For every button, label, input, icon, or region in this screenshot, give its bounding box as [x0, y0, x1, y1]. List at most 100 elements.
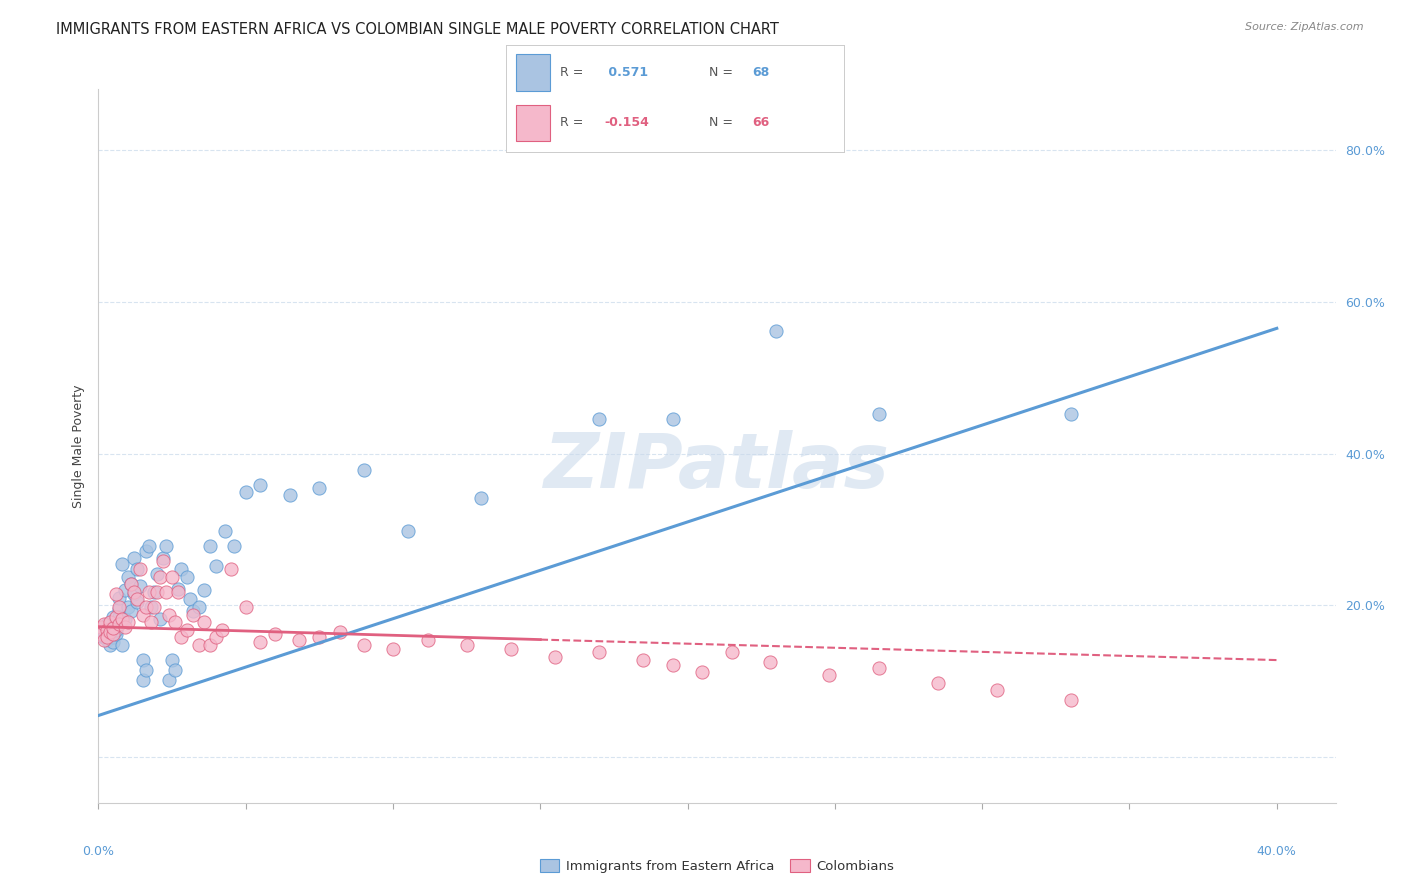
FancyBboxPatch shape — [516, 54, 550, 91]
Point — [179, 592, 201, 607]
Point — [868, 661, 890, 675]
Point — [111, 638, 134, 652]
Point — [249, 635, 271, 649]
Point — [96, 632, 118, 647]
Point — [114, 612, 136, 626]
Point — [131, 653, 153, 667]
Point — [160, 653, 183, 667]
Point — [90, 627, 112, 641]
Point — [90, 629, 112, 643]
Point — [818, 668, 841, 682]
Point — [96, 630, 118, 644]
Point — [200, 638, 222, 652]
Point — [125, 594, 148, 608]
Point — [149, 612, 172, 626]
Point — [353, 463, 375, 477]
Point — [167, 582, 190, 596]
Point — [456, 638, 478, 652]
Point — [157, 607, 180, 622]
Point — [759, 656, 782, 670]
Point — [105, 627, 128, 641]
Point — [105, 609, 128, 624]
Point — [633, 653, 655, 667]
Point — [193, 615, 215, 629]
Point — [588, 412, 610, 426]
Text: N =: N = — [709, 116, 737, 129]
Point — [499, 642, 522, 657]
Point — [187, 638, 209, 652]
Point — [544, 650, 567, 665]
Point — [765, 324, 787, 338]
Point — [125, 562, 148, 576]
Text: IMMIGRANTS FROM EASTERN AFRICA VS COLOMBIAN SINGLE MALE POVERTY CORRELATION CHAR: IMMIGRANTS FROM EASTERN AFRICA VS COLOMB… — [56, 22, 779, 37]
Point — [308, 630, 330, 644]
Text: 0.0%: 0.0% — [83, 845, 114, 857]
Point — [128, 579, 150, 593]
Point — [214, 524, 236, 538]
Point — [93, 632, 115, 647]
Point — [96, 627, 118, 641]
Point — [141, 599, 163, 614]
Point — [114, 620, 136, 634]
Point — [418, 632, 440, 647]
Point — [117, 569, 139, 583]
Point — [278, 488, 301, 502]
Point — [135, 543, 157, 558]
Point — [329, 625, 352, 640]
Point — [101, 630, 124, 644]
Point — [90, 620, 112, 634]
Point — [105, 587, 128, 601]
Point — [176, 623, 198, 637]
Point — [181, 605, 204, 619]
Point — [205, 630, 228, 644]
Point — [287, 632, 309, 647]
Point — [986, 683, 1008, 698]
Point — [152, 554, 174, 568]
Point — [111, 612, 134, 626]
Point — [114, 583, 136, 598]
Point — [122, 587, 145, 601]
Point — [264, 627, 287, 641]
Point — [382, 642, 405, 657]
Point — [93, 630, 115, 644]
Point — [146, 566, 169, 581]
Point — [101, 609, 124, 624]
Point — [157, 673, 180, 687]
Point — [108, 602, 131, 616]
Point — [101, 621, 124, 635]
Text: N =: N = — [709, 66, 737, 78]
Text: R =: R = — [560, 116, 588, 129]
Point — [200, 539, 222, 553]
Point — [692, 665, 714, 680]
Point — [588, 645, 610, 659]
Point — [90, 621, 112, 635]
Point — [167, 584, 190, 599]
Point — [108, 599, 131, 614]
Point — [122, 584, 145, 599]
Point — [163, 615, 186, 629]
Point — [249, 478, 271, 492]
Point — [108, 591, 131, 605]
Point — [927, 676, 949, 690]
Point — [205, 558, 228, 573]
Text: R =: R = — [560, 66, 588, 78]
Point — [235, 599, 257, 614]
Point — [143, 599, 166, 614]
Point — [662, 657, 685, 672]
Point — [163, 663, 186, 677]
Point — [155, 584, 177, 599]
Point — [193, 583, 215, 598]
Point — [117, 599, 139, 614]
Text: 68: 68 — [752, 66, 769, 78]
Point — [211, 623, 233, 637]
Point — [1059, 407, 1081, 421]
Point — [143, 584, 166, 599]
Point — [105, 615, 128, 629]
Point — [98, 638, 121, 652]
Point — [120, 577, 142, 591]
Point — [176, 569, 198, 583]
Point — [96, 623, 118, 637]
Point — [96, 617, 118, 632]
Point — [1059, 693, 1081, 707]
Point — [187, 599, 209, 614]
